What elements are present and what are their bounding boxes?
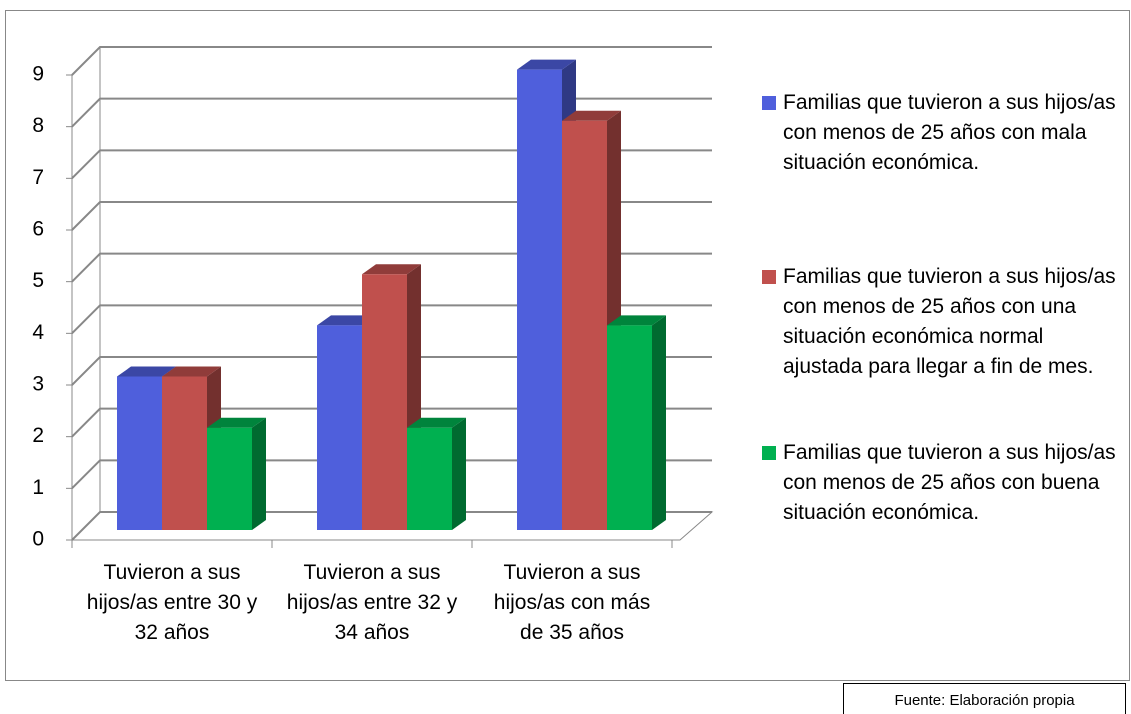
legend-swatch bbox=[762, 96, 776, 110]
y-tick-label: 2 bbox=[32, 424, 44, 447]
legend-entry: Familias que tuvieron a sus hijos/as con… bbox=[762, 262, 1122, 382]
grid-line bbox=[71, 511, 712, 541]
legend-entry: Familias que tuvieron a sus hijos/as con… bbox=[762, 88, 1122, 178]
grid-line bbox=[71, 149, 712, 180]
bar bbox=[207, 417, 266, 530]
bar bbox=[407, 417, 466, 530]
grid-line bbox=[71, 459, 712, 490]
y-tick-label: 5 bbox=[32, 269, 44, 292]
y-tick-label: 3 bbox=[32, 373, 44, 396]
y-tick-label: 4 bbox=[32, 321, 44, 344]
source-note: Fuente: Elaboración propia bbox=[843, 683, 1126, 714]
legend-label: Familias que tuvieron a sus hijos/as con… bbox=[783, 265, 1116, 378]
y-tick-label: 8 bbox=[32, 114, 44, 137]
grid-line bbox=[71, 46, 712, 76]
legend-swatch bbox=[762, 446, 776, 460]
legend-swatch bbox=[762, 270, 776, 284]
grid-line bbox=[71, 201, 712, 231]
legend-entry: Familias que tuvieron a sus hijos/as con… bbox=[762, 438, 1122, 528]
grid-line bbox=[71, 407, 712, 438]
bar bbox=[607, 315, 666, 530]
y-tick-label: 1 bbox=[32, 476, 44, 499]
y-tick-label: 9 bbox=[32, 63, 44, 86]
grid-line bbox=[71, 304, 712, 335]
y-tick-label: 7 bbox=[32, 166, 44, 189]
legend-label: Familias que tuvieron a sus hijos/as con… bbox=[783, 441, 1116, 524]
y-tick-label: 6 bbox=[32, 218, 44, 241]
grid-line bbox=[71, 356, 712, 386]
x-tick-label: Tuvieron a sus hijos/as entre 32 y 34 añ… bbox=[286, 561, 458, 644]
x-tick-label: Tuvieron a sus hijos/as entre 30 y 32 añ… bbox=[86, 561, 258, 644]
x-tick-label: Tuvieron a sus hijos/as con más de 35 añ… bbox=[493, 561, 651, 644]
grid-line bbox=[71, 97, 712, 128]
grid-line bbox=[71, 252, 712, 283]
y-tick-label: 0 bbox=[32, 528, 44, 551]
legend-label: Familias que tuvieron a sus hijos/as con… bbox=[783, 91, 1116, 174]
